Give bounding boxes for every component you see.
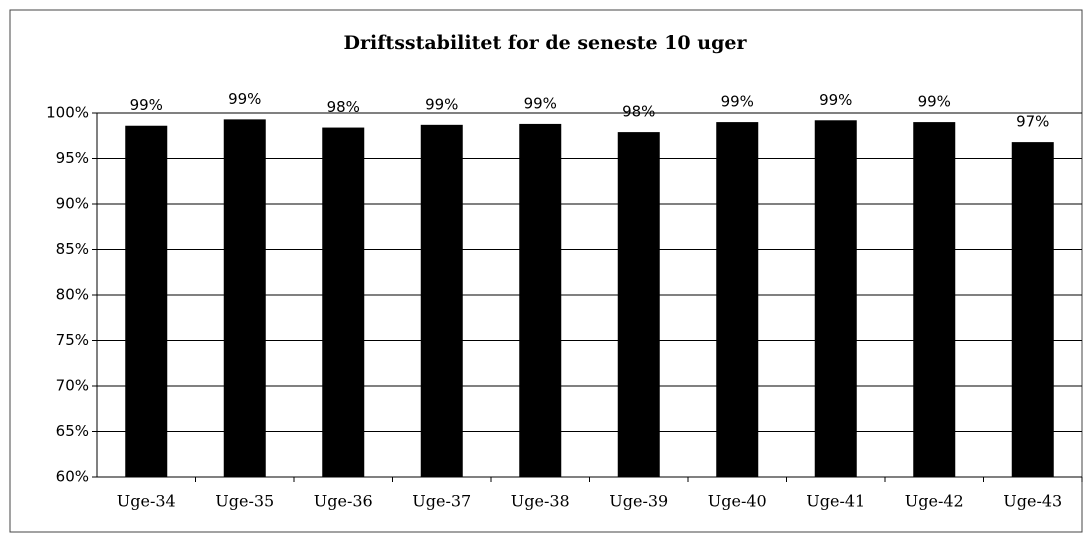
data-label: 99% [228,90,261,108]
x-tick-label: Uge-34 [117,492,176,511]
data-label: 99% [918,93,951,111]
bar [1011,142,1054,477]
y-tick-label: 85% [56,240,89,258]
y-tick-label: 70% [56,377,89,395]
data-label: 98% [327,98,360,116]
y-tick-label: 90% [56,195,89,213]
y-tick-label: 60% [56,468,89,486]
data-label: 99% [819,91,852,109]
chart-title: Driftsstabilitet for de seneste 10 uger [344,32,748,54]
data-label: 98% [622,103,655,121]
bar [913,122,956,477]
x-tick-label: Uge-36 [314,492,373,511]
x-tick-label: Uge-40 [708,492,767,511]
bar [716,122,759,477]
bar [420,124,463,477]
bar [519,123,562,478]
data-label: 99% [130,96,163,114]
bar [617,132,660,478]
x-tick-label: Uge-41 [806,492,865,511]
bar [125,125,168,478]
y-tick-label: 65% [56,422,89,440]
bar [322,127,365,477]
y-tick-label: 100% [46,104,89,122]
data-label: 99% [524,94,557,112]
bar [814,120,857,477]
x-tick-label: Uge-39 [609,492,668,511]
x-tick-label: Uge-35 [215,492,274,511]
y-tick-label: 95% [56,149,89,167]
x-tick-label: Uge-42 [905,492,964,511]
y-tick-label: 75% [56,331,89,349]
x-tick-label: Uge-38 [511,492,570,511]
data-label: 99% [721,93,754,111]
data-label: 97% [1016,113,1049,131]
x-tick-label: Uge-43 [1003,492,1062,511]
chart-frame [9,9,1083,533]
x-tick-label: Uge-37 [412,492,471,511]
data-label: 99% [425,95,458,113]
y-tick-label: 80% [56,286,89,304]
bar [223,119,266,478]
